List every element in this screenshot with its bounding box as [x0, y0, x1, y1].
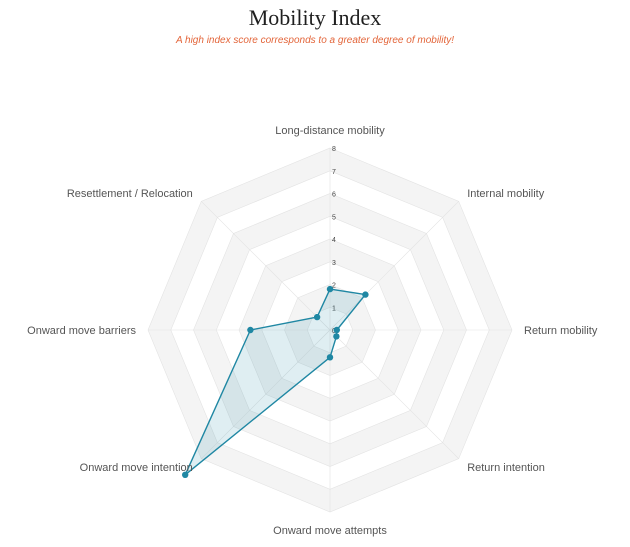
- spoke-5: [201, 329, 331, 459]
- data-point[interactable]: [333, 333, 340, 340]
- data-point[interactable]: [326, 285, 334, 293]
- axis-label: Long-distance mobility: [275, 125, 385, 137]
- axis-label: Onward move barriers: [27, 325, 136, 337]
- data-point[interactable]: [182, 471, 189, 478]
- spoke-7: [201, 201, 331, 331]
- axis-label: Internal mobility: [467, 188, 545, 200]
- axis-label: Onward move intention: [80, 462, 193, 474]
- chart-title: Mobility Index: [248, 5, 382, 30]
- axis-label: Resettlement / Relocation: [67, 188, 193, 200]
- axis-label: Return intention: [467, 462, 545, 474]
- data-point[interactable]: [333, 326, 340, 334]
- data-point[interactable]: [326, 354, 334, 361]
- tick-label: 6: [332, 192, 336, 199]
- spoke-1: [329, 201, 459, 331]
- axis-label: Return mobility: [524, 325, 598, 337]
- axis-label: Onward move attempts: [273, 525, 387, 537]
- data-point[interactable]: [247, 326, 254, 334]
- tick-label: 7: [332, 169, 336, 176]
- spoke-3: [329, 329, 459, 459]
- chart-subtitle: A high index score corresponds to a grea…: [175, 35, 455, 46]
- tick-label: 1: [332, 305, 336, 312]
- tick-label: 8: [332, 146, 336, 153]
- tick-label: 5: [332, 214, 336, 221]
- radar-axis-labels: Long-distance mobility Internal mobility R…: [27, 125, 598, 537]
- tick-label: 2: [332, 283, 336, 290]
- data-point[interactable]: [362, 291, 369, 298]
- radar-series: [182, 285, 369, 478]
- tick-label: 4: [332, 237, 336, 244]
- data-point[interactable]: [313, 313, 321, 321]
- tick-label: 3: [332, 260, 336, 267]
